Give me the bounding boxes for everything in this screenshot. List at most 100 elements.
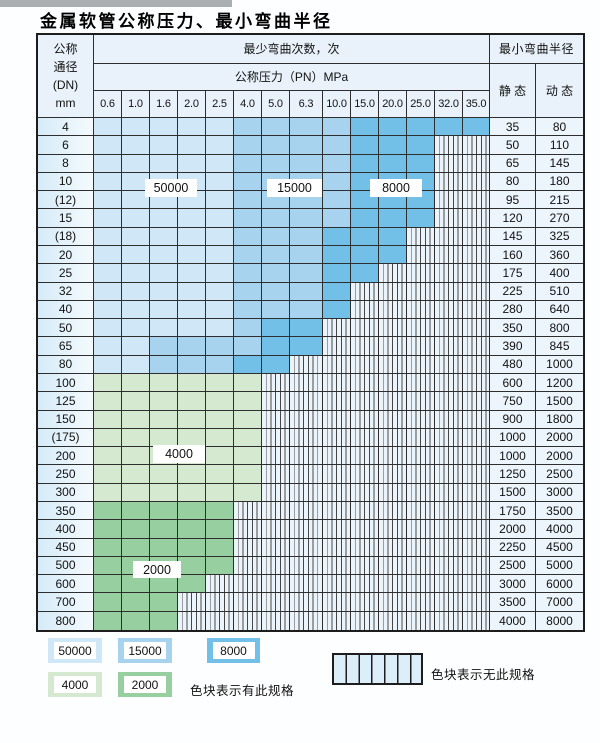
spec-cell-4000 — [234, 392, 262, 411]
no-spec-cell — [463, 520, 490, 539]
spec-cell-15000 — [323, 172, 351, 192]
spec-cell-4000 — [234, 483, 262, 502]
dynamic-radius-value: 6000 — [536, 575, 583, 594]
spec-cell-2000 — [122, 575, 150, 594]
spec-cell-2000 — [150, 575, 178, 594]
spec-cell-2000 — [94, 611, 122, 630]
spec-cell-4000 — [178, 374, 206, 393]
spec-cell-8000 — [234, 355, 262, 374]
no-spec-cell — [262, 410, 290, 429]
no-spec-cell — [407, 575, 435, 594]
legend-label-15000: 15000 — [124, 642, 166, 659]
no-spec-cell — [435, 556, 463, 576]
no-spec-cell — [463, 593, 490, 612]
no-spec-cell — [435, 154, 463, 173]
spec-cell-2000 — [150, 502, 178, 521]
spec-cell-2000 — [122, 611, 150, 630]
no-spec-cell — [351, 282, 379, 301]
no-spec-cell — [379, 593, 407, 612]
no-spec-cell — [379, 447, 407, 466]
dn-cell: (12) — [38, 191, 94, 210]
spec-cell-8000 — [351, 209, 379, 228]
dynamic-radius-value: 400 — [536, 264, 583, 283]
spec-cell-50000 — [122, 264, 150, 283]
spec-cell-50000 — [206, 191, 234, 210]
no-spec-cell — [435, 428, 463, 448]
spec-cell-4000 — [206, 428, 234, 448]
spec-cell-4000 — [234, 447, 262, 466]
no-spec-cell — [435, 355, 463, 374]
no-spec-cell — [435, 227, 463, 246]
spec-cell-15000 — [290, 209, 323, 228]
dn-cell: 500 — [38, 556, 94, 576]
no-spec-cell — [178, 593, 206, 612]
dynamic-radius-value: 3000 — [536, 483, 583, 502]
dn-cell: 400 — [38, 520, 94, 539]
dn-cell: 150 — [38, 410, 94, 429]
spec-cell-15000 — [323, 209, 351, 228]
static-radius-value: 80 — [490, 172, 536, 192]
no-spec-cell — [379, 520, 407, 539]
no-spec-cell — [379, 465, 407, 484]
spec-cell-8000 — [435, 118, 463, 137]
spec-cell-15000 — [290, 300, 323, 320]
no-spec-cell — [234, 575, 262, 594]
spec-cell-15000 — [323, 136, 351, 155]
spec-cell-4000 — [94, 465, 122, 484]
no-spec-cell — [290, 355, 323, 374]
spec-cell-4000 — [122, 410, 150, 429]
no-spec-cell — [290, 538, 323, 557]
no-spec-cell — [407, 611, 435, 630]
no-spec-cell — [463, 465, 490, 484]
spec-cell-8000 — [407, 136, 435, 155]
no-spec-cell — [407, 227, 435, 246]
spec-cell-50000 — [150, 209, 178, 228]
legend-box-15000: 15000 — [118, 638, 172, 663]
no-spec-cell — [435, 410, 463, 429]
spec-cell-8000 — [463, 118, 490, 137]
spec-cell-4000 — [122, 447, 150, 466]
spec-cell-2000 — [178, 538, 206, 557]
no-spec-cell — [351, 538, 379, 557]
spec-cell-8000 — [290, 337, 323, 356]
spec-cell-4000 — [150, 465, 178, 484]
spec-cell-2000 — [150, 520, 178, 539]
no-spec-cell — [435, 282, 463, 301]
spec-cell-15000 — [262, 246, 290, 265]
spec-cell-4000 — [150, 392, 178, 411]
no-spec-cell — [407, 538, 435, 557]
no-spec-cell — [234, 556, 262, 576]
no-spec-cell — [262, 611, 290, 630]
spec-cell-8000 — [379, 118, 407, 137]
spec-cell-8000 — [379, 154, 407, 173]
spec-cell-2000 — [178, 556, 206, 576]
spec-cell-8000 — [351, 154, 379, 173]
spec-cell-50000 — [206, 319, 234, 338]
no-spec-cell — [407, 483, 435, 502]
no-spec-cell — [351, 556, 379, 576]
no-spec-cell — [379, 282, 407, 301]
no-spec-cell — [435, 337, 463, 356]
spec-table-grid: 公称 通径 (DN) mm 最少弯曲次数，次 最小弯曲半径 公称压力（PN）MP… — [38, 35, 583, 630]
no-spec-cell — [290, 575, 323, 594]
no-spec-cell — [290, 447, 323, 466]
pressure-col-header: 2.5 — [206, 91, 234, 118]
spec-cell-50000 — [94, 246, 122, 265]
spec-cell-15000 — [262, 154, 290, 173]
no-spec-cell — [234, 611, 262, 630]
spec-cell-50000 — [94, 209, 122, 228]
spec-cell-2000 — [94, 556, 122, 576]
pressure-col-header: 32.0 — [435, 91, 463, 118]
no-spec-cell — [290, 556, 323, 576]
spec-cell-8000 — [323, 264, 351, 283]
spec-cell-15000 — [262, 282, 290, 301]
spec-cell-15000 — [206, 355, 234, 374]
dn-cell: 800 — [38, 611, 94, 630]
spec-cell-50000 — [122, 227, 150, 246]
static-radius-value: 1500 — [490, 483, 536, 502]
no-spec-cell — [379, 392, 407, 411]
spec-cell-2000 — [206, 538, 234, 557]
spec-cell-50000 — [206, 118, 234, 137]
spec-cell-15000 — [262, 227, 290, 246]
static-radius-value: 280 — [490, 300, 536, 320]
